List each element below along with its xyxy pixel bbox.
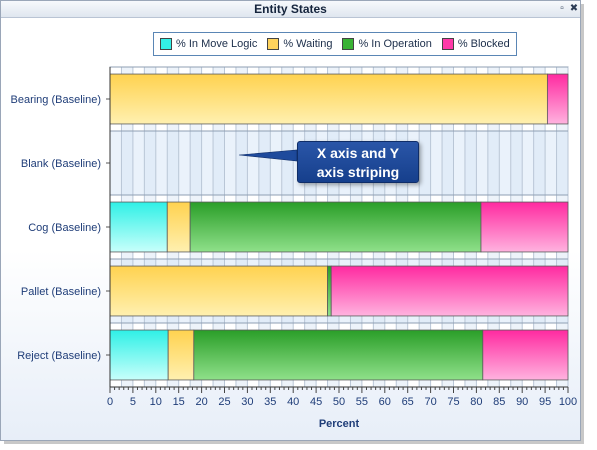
- x-tick-label: 85: [493, 396, 505, 408]
- window-title: Entity States: [254, 2, 327, 16]
- stacked-bar-chart: Bearing (Baseline) Blank (Baseline) Cog (B…: [11, 66, 577, 430]
- x-tick-label: 20: [195, 396, 207, 408]
- legend-label: % Blocked: [457, 38, 510, 50]
- callout-line-2: axis striping: [316, 164, 400, 180]
- x-axis-title: Percent: [319, 418, 360, 430]
- category-label: Pallet (Baseline): [21, 286, 101, 298]
- bar-segment: [109, 73, 548, 125]
- x-tick-label: 60: [379, 396, 391, 408]
- bar-segment: [109, 265, 328, 317]
- legend-label: % In Operation: [358, 38, 432, 50]
- x-tick-label: 0: [107, 396, 113, 408]
- axis-striping-callout: X axis and Y axis striping: [297, 141, 419, 183]
- close-icon[interactable]: ✖: [569, 3, 579, 14]
- legend-item: % In Operation: [342, 38, 432, 50]
- legend-swatch-waiting: [267, 38, 280, 50]
- bar-segment: [189, 201, 482, 253]
- chart-legend: % In Move Logic % Waiting % In Operation…: [153, 32, 517, 56]
- category-label: Bearing (Baseline): [11, 94, 102, 106]
- chart-window: Entity States ▫ ✖ % In Move Logic % Wait…: [0, 0, 581, 441]
- bar-segment: [109, 201, 168, 253]
- legend-swatch-in-operation: [342, 38, 355, 50]
- category-label: Blank (Baseline): [21, 158, 101, 170]
- x-tick-label: 40: [287, 396, 299, 408]
- bar-segment: [482, 329, 569, 381]
- x-tick-label: 75: [447, 396, 459, 408]
- x-tick-label: 5: [130, 396, 136, 408]
- bar-segment: [166, 201, 191, 253]
- x-tick-label: 100: [559, 396, 577, 408]
- x-tick-label: 65: [402, 396, 414, 408]
- legend-swatch-move-logic: [160, 38, 172, 50]
- legend-item: % In Move Logic: [160, 38, 257, 50]
- x-tick-label: 90: [516, 396, 528, 408]
- x-tick-label: 55: [356, 396, 368, 408]
- title-bar[interactable]: Entity States ▫ ✖: [1, 1, 580, 18]
- x-tick-label: 80: [470, 396, 482, 408]
- x-tick-label: 30: [241, 396, 253, 408]
- x-tick-label: 70: [424, 396, 436, 408]
- bar-segment: [167, 329, 195, 381]
- legend-label: % In Move Logic: [176, 38, 258, 50]
- category-label: Reject (Baseline): [17, 350, 101, 362]
- legend-item: % Blocked: [441, 38, 510, 50]
- legend-label: % Waiting: [283, 38, 333, 50]
- legend-swatch-blocked: [441, 38, 454, 50]
- x-tick-label: 15: [173, 396, 185, 408]
- category-label: Cog (Baseline): [28, 222, 101, 234]
- x-tick-label: 35: [264, 396, 276, 408]
- legend-item: % Waiting: [267, 38, 332, 50]
- x-tick-label: 95: [539, 396, 551, 408]
- x-tick-label: 10: [150, 396, 162, 408]
- x-tick-label: 50: [333, 396, 345, 408]
- bar-segment: [546, 73, 569, 125]
- bar-segment: [109, 329, 169, 381]
- callout-line-1: X axis and Y: [316, 145, 400, 161]
- bar-segment: [330, 265, 569, 317]
- bar-segment: [193, 329, 484, 381]
- x-tick-label: 25: [218, 396, 230, 408]
- bar-segment: [327, 265, 332, 317]
- bar-segment: [480, 201, 569, 253]
- x-tick-label: 45: [310, 396, 322, 408]
- restore-icon[interactable]: ▫: [560, 3, 564, 14]
